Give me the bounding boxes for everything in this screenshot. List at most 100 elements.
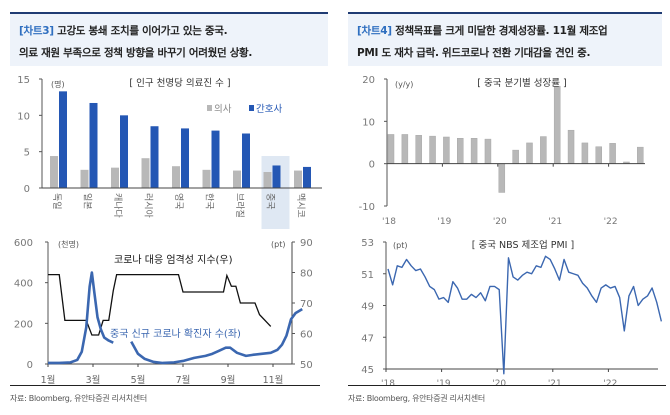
x-tick-label: '19	[437, 217, 451, 227]
bar-doctor	[294, 170, 302, 188]
x-tick-label: '20	[492, 379, 506, 389]
left-y-tick-label: 200	[14, 319, 33, 330]
x-tick-label: '20	[493, 217, 507, 227]
y-tick-label: 10	[362, 117, 375, 128]
x-tick-label: '19	[437, 379, 451, 389]
bar-growth	[637, 146, 644, 164]
x-tick-label: 일본	[82, 193, 93, 210]
new-cases-line	[130, 307, 303, 365]
y-tick-label: 0	[24, 184, 30, 195]
x-tick-label: '22	[604, 217, 618, 227]
bar-nurse	[211, 130, 220, 188]
y-tick-label: 51	[361, 270, 374, 281]
x-tick-label: '18	[382, 217, 396, 227]
right-footer-rule	[348, 385, 666, 386]
y-unit-label: (y/y)	[395, 80, 413, 89]
bar-nurse	[89, 102, 98, 188]
x-tick-label: 영국	[173, 193, 184, 210]
pmi-line	[387, 255, 663, 375]
chart3-tag: [차트3]	[19, 25, 54, 37]
x-tick-label: 9월	[221, 374, 236, 386]
bar-doctor	[172, 166, 180, 188]
x-tick-label: '18	[381, 379, 395, 389]
bar-doctor	[50, 156, 58, 188]
y-tick-label: 53	[361, 238, 374, 249]
y-tick-label: 0	[369, 160, 375, 171]
bar-growth	[553, 85, 561, 164]
x-tick-label: 한국	[204, 193, 215, 210]
bar-growth	[498, 163, 506, 193]
y-unit-label: (pt)	[393, 241, 407, 250]
left-y-tick-label: 600	[14, 238, 33, 249]
y-tick-label: 49	[361, 302, 374, 313]
y-tick-label: -10	[359, 202, 375, 213]
bar-growth	[581, 142, 589, 164]
left-source-note: 자료: Bloomberg, 유안타증권 리서치센터	[10, 394, 147, 403]
bar-growth	[429, 135, 436, 164]
bar-doctor	[263, 172, 272, 188]
left-y-tick-label: 400	[14, 279, 33, 290]
bar-doctor	[233, 170, 241, 188]
bar-growth	[401, 134, 409, 164]
right-y-tick-label: 60	[300, 330, 313, 341]
bar-growth	[443, 136, 450, 164]
chart4-header: [차트4] 정책목표를 크게 미달한 경제성장률. 11월 제조업 PMI 도 …	[348, 12, 662, 66]
legend-swatch-doctor	[207, 105, 212, 111]
bar-nurse	[303, 166, 311, 188]
bar-nurse	[59, 91, 67, 188]
bar-growth	[540, 136, 547, 164]
x-tick-label: 중국	[265, 193, 276, 210]
bar-growth	[387, 134, 395, 164]
bar-nurse	[150, 126, 159, 188]
stringency-series-label: 코로나 대응 엄격성 지수(우)	[114, 253, 233, 266]
x-tick-label: '21	[548, 379, 562, 389]
bar-doctor	[111, 167, 119, 188]
left-footer-rule	[10, 385, 320, 386]
left-y-tick-label: 0	[27, 360, 33, 371]
bar-nurse	[272, 165, 281, 188]
right-y-tick-label: 50	[300, 360, 313, 371]
y-tick-label: 20	[362, 75, 375, 86]
x-tick-label: '22	[603, 379, 617, 389]
chart4-tag: [차트4]	[357, 25, 392, 37]
chart4-title-line2: PMI 도 재차 급락. 위드코로나 전환 기대감을 견인 중.	[357, 47, 591, 59]
bar-doctor	[80, 169, 89, 188]
y-unit-label: (명)	[51, 79, 65, 89]
x-tick-label: 캐나다	[112, 193, 123, 219]
bar-nurse	[181, 128, 189, 188]
x-tick-label: 멕시코	[295, 193, 306, 218]
right-axis-unit: (pt)	[271, 240, 285, 249]
y-tick-label: 47	[361, 333, 374, 344]
right-y-tick-label: 80	[300, 269, 313, 280]
x-tick-label: 11월	[263, 374, 284, 386]
x-tick-label: 3월	[86, 374, 101, 386]
legend-swatch-nurse	[249, 105, 254, 111]
chart3-title-line2: 의료 재원 부족으로 정책 방향을 바꾸기 어려웠던 상황.	[19, 47, 253, 59]
right-y-tick-label: 90	[300, 238, 313, 249]
x-tick-label: 러시아	[143, 193, 154, 219]
new-cases-line	[48, 271, 114, 365]
stringency-index-line	[48, 273, 272, 336]
x-tick-label: 1월	[41, 374, 56, 386]
bar-growth	[470, 138, 478, 164]
chart-title: [ 중국 NBS 제조업 PMI ]	[472, 239, 574, 251]
bar-growth	[415, 135, 422, 164]
bar-growth	[512, 149, 519, 164]
y-tick-label: 15	[17, 75, 30, 86]
bar-doctor	[141, 158, 150, 188]
left-axis-unit: (천명)	[58, 239, 79, 249]
bar-growth	[567, 129, 575, 164]
chart-title: [ 중국 분기별 성장률 ]	[477, 78, 566, 89]
right-source-note: 자료: Bloomberg, 유안타증권 리서치센터	[348, 394, 485, 403]
y-tick-label: 45	[361, 365, 374, 376]
x-tick-label: 5월	[131, 374, 146, 386]
chart3-header: [차트3] 고강도 봉쇄 조치를 이어가고 있는 중국. 의료 재원 부족으로 …	[10, 12, 328, 66]
x-tick-label: 브라질	[234, 193, 246, 218]
x-tick-label: 독일	[51, 193, 62, 210]
x-tick-label: 7월	[176, 374, 191, 386]
bar-growth	[609, 143, 616, 164]
bar-growth	[484, 138, 492, 164]
y-tick-label: 5	[24, 148, 30, 159]
cases-series-label: 중국 신규 코로나 확진자 수(좌)	[110, 328, 241, 340]
